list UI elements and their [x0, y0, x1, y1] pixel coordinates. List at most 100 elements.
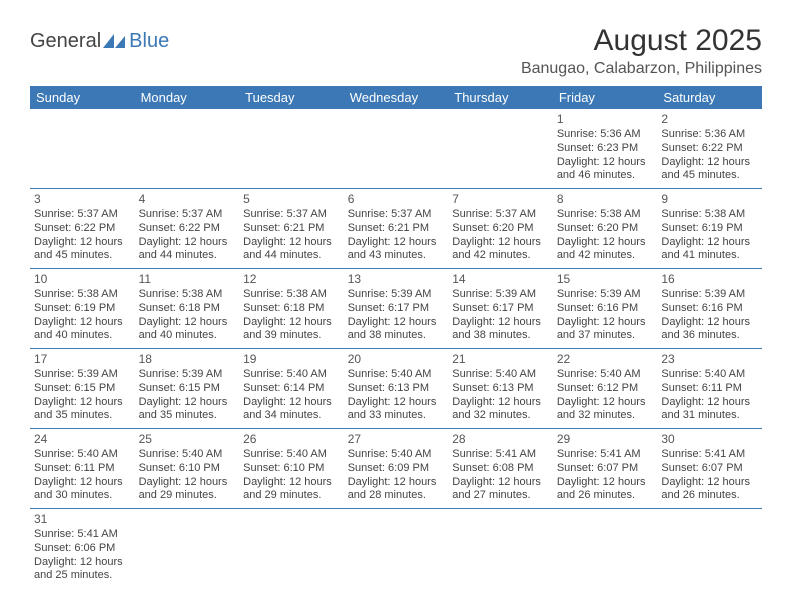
daylight-line: Daylight: 12 hours and 35 minutes.: [34, 396, 131, 424]
calendar-day-cell: 23Sunrise: 5:40 AMSunset: 6:11 PMDayligh…: [657, 349, 762, 429]
logo-text-general: General: [30, 30, 101, 53]
day-number: 30: [661, 432, 758, 447]
sunrise-line: Sunrise: 5:36 AM: [557, 128, 654, 142]
daylight-line: Daylight: 12 hours and 33 minutes.: [348, 396, 445, 424]
calendar-day-cell: 19Sunrise: 5:40 AMSunset: 6:14 PMDayligh…: [239, 349, 344, 429]
sunset-line: Sunset: 6:21 PM: [243, 222, 340, 236]
calendar-day-cell: [239, 509, 344, 589]
sunset-line: Sunset: 6:22 PM: [661, 142, 758, 156]
daylight-line: Daylight: 12 hours and 37 minutes.: [557, 316, 654, 344]
day-number: 27: [348, 432, 445, 447]
calendar-day-cell: 3Sunrise: 5:37 AMSunset: 6:22 PMDaylight…: [30, 189, 135, 269]
day-number: 20: [348, 352, 445, 367]
daylight-line: Daylight: 12 hours and 38 minutes.: [348, 316, 445, 344]
sunrise-line: Sunrise: 5:40 AM: [557, 368, 654, 382]
day-number: 17: [34, 352, 131, 367]
calendar-week-row: 17Sunrise: 5:39 AMSunset: 6:15 PMDayligh…: [30, 349, 762, 429]
sunrise-line: Sunrise: 5:38 AM: [243, 288, 340, 302]
month-title: August 2025: [521, 24, 762, 58]
sunrise-line: Sunrise: 5:41 AM: [34, 528, 131, 542]
calendar-day-cell: 20Sunrise: 5:40 AMSunset: 6:13 PMDayligh…: [344, 349, 449, 429]
day-number: 12: [243, 272, 340, 287]
calendar-day-cell: 11Sunrise: 5:38 AMSunset: 6:18 PMDayligh…: [135, 269, 240, 349]
weekday-header: Sunday: [30, 86, 135, 109]
sunset-line: Sunset: 6:12 PM: [557, 382, 654, 396]
calendar-week-row: 31Sunrise: 5:41 AMSunset: 6:06 PMDayligh…: [30, 509, 762, 589]
day-number: 1: [557, 112, 654, 127]
sunrise-line: Sunrise: 5:38 AM: [139, 288, 236, 302]
calendar-day-cell: 10Sunrise: 5:38 AMSunset: 6:19 PMDayligh…: [30, 269, 135, 349]
sunrise-line: Sunrise: 5:40 AM: [452, 368, 549, 382]
sunset-line: Sunset: 6:22 PM: [139, 222, 236, 236]
sunrise-line: Sunrise: 5:37 AM: [452, 208, 549, 222]
sunrise-line: Sunrise: 5:37 AM: [139, 208, 236, 222]
day-number: 16: [661, 272, 758, 287]
sunrise-line: Sunrise: 5:40 AM: [243, 368, 340, 382]
calendar-day-cell: 17Sunrise: 5:39 AMSunset: 6:15 PMDayligh…: [30, 349, 135, 429]
weekday-header: Friday: [553, 86, 658, 109]
daylight-line: Daylight: 12 hours and 35 minutes.: [139, 396, 236, 424]
calendar-day-cell: 25Sunrise: 5:40 AMSunset: 6:10 PMDayligh…: [135, 429, 240, 509]
calendar-day-cell: 7Sunrise: 5:37 AMSunset: 6:20 PMDaylight…: [448, 189, 553, 269]
sunrise-line: Sunrise: 5:40 AM: [243, 448, 340, 462]
day-number: 14: [452, 272, 549, 287]
sunrise-line: Sunrise: 5:37 AM: [243, 208, 340, 222]
day-number: 13: [348, 272, 445, 287]
day-number: 8: [557, 192, 654, 207]
daylight-line: Daylight: 12 hours and 45 minutes.: [34, 236, 131, 264]
logo-sail-icon: [103, 34, 125, 48]
sunset-line: Sunset: 6:17 PM: [348, 302, 445, 316]
daylight-line: Daylight: 12 hours and 42 minutes.: [557, 236, 654, 264]
daylight-line: Daylight: 12 hours and 26 minutes.: [557, 476, 654, 504]
weekday-header: Wednesday: [344, 86, 449, 109]
sunrise-line: Sunrise: 5:40 AM: [34, 448, 131, 462]
calendar-day-cell: 4Sunrise: 5:37 AMSunset: 6:22 PMDaylight…: [135, 189, 240, 269]
day-number: 6: [348, 192, 445, 207]
sunrise-line: Sunrise: 5:39 AM: [557, 288, 654, 302]
daylight-line: Daylight: 12 hours and 31 minutes.: [661, 396, 758, 424]
calendar-table: Sunday Monday Tuesday Wednesday Thursday…: [30, 86, 762, 588]
calendar-day-cell: [657, 509, 762, 589]
daylight-line: Daylight: 12 hours and 27 minutes.: [452, 476, 549, 504]
calendar-day-cell: [553, 509, 658, 589]
day-number: 15: [557, 272, 654, 287]
sunset-line: Sunset: 6:21 PM: [348, 222, 445, 236]
sunrise-line: Sunrise: 5:39 AM: [34, 368, 131, 382]
calendar-day-cell: [135, 109, 240, 189]
daylight-line: Daylight: 12 hours and 26 minutes.: [661, 476, 758, 504]
day-number: 18: [139, 352, 236, 367]
calendar-day-cell: 9Sunrise: 5:38 AMSunset: 6:19 PMDaylight…: [657, 189, 762, 269]
sunrise-line: Sunrise: 5:41 AM: [452, 448, 549, 462]
sunset-line: Sunset: 6:19 PM: [34, 302, 131, 316]
day-number: 29: [557, 432, 654, 447]
sunrise-line: Sunrise: 5:41 AM: [661, 448, 758, 462]
weekday-header: Tuesday: [239, 86, 344, 109]
daylight-line: Daylight: 12 hours and 28 minutes.: [348, 476, 445, 504]
calendar-day-cell: 6Sunrise: 5:37 AMSunset: 6:21 PMDaylight…: [344, 189, 449, 269]
logo-text-blue: Blue: [129, 30, 169, 53]
daylight-line: Daylight: 12 hours and 41 minutes.: [661, 236, 758, 264]
calendar-week-row: 3Sunrise: 5:37 AMSunset: 6:22 PMDaylight…: [30, 189, 762, 269]
sunset-line: Sunset: 6:15 PM: [139, 382, 236, 396]
day-number: 9: [661, 192, 758, 207]
sunset-line: Sunset: 6:08 PM: [452, 462, 549, 476]
sunrise-line: Sunrise: 5:40 AM: [348, 448, 445, 462]
sunset-line: Sunset: 6:13 PM: [348, 382, 445, 396]
sunrise-line: Sunrise: 5:39 AM: [452, 288, 549, 302]
daylight-line: Daylight: 12 hours and 46 minutes.: [557, 156, 654, 184]
sunset-line: Sunset: 6:14 PM: [243, 382, 340, 396]
daylight-line: Daylight: 12 hours and 38 minutes.: [452, 316, 549, 344]
daylight-line: Daylight: 12 hours and 32 minutes.: [452, 396, 549, 424]
calendar-day-cell: [448, 509, 553, 589]
weekday-header: Saturday: [657, 86, 762, 109]
day-number: 3: [34, 192, 131, 207]
calendar-day-cell: [448, 109, 553, 189]
sunrise-line: Sunrise: 5:41 AM: [557, 448, 654, 462]
weekday-header-row: Sunday Monday Tuesday Wednesday Thursday…: [30, 86, 762, 109]
sunset-line: Sunset: 6:16 PM: [661, 302, 758, 316]
day-number: 4: [139, 192, 236, 207]
daylight-line: Daylight: 12 hours and 30 minutes.: [34, 476, 131, 504]
daylight-line: Daylight: 12 hours and 43 minutes.: [348, 236, 445, 264]
calendar-day-cell: 5Sunrise: 5:37 AMSunset: 6:21 PMDaylight…: [239, 189, 344, 269]
sunset-line: Sunset: 6:19 PM: [661, 222, 758, 236]
